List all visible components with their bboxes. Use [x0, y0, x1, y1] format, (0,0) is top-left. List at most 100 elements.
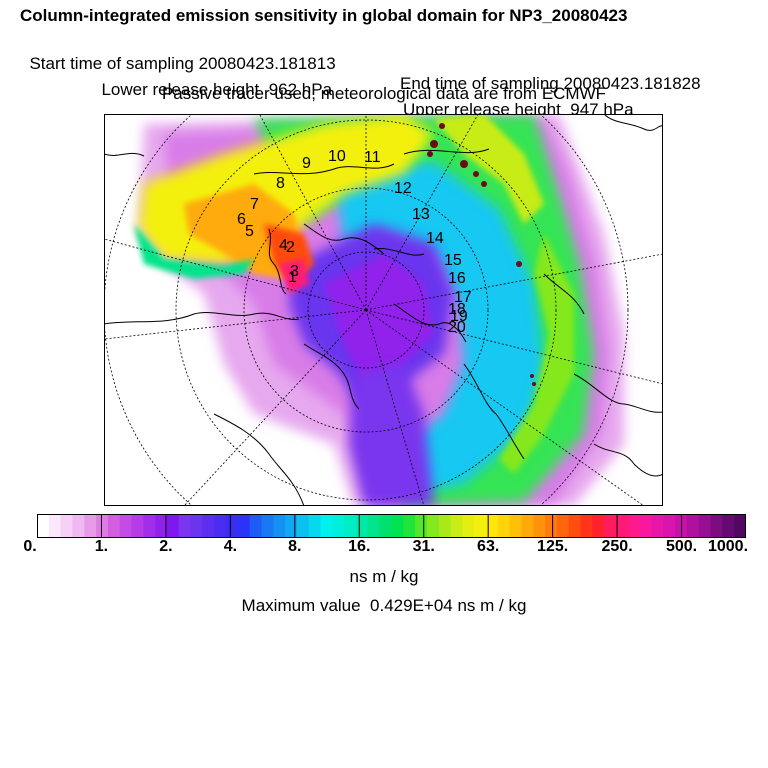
colorbar-swatch [344, 514, 357, 538]
units-label: ns m / kg [349, 567, 419, 586]
trajectory-day-labels: 1 2 3 4 5 6 7 8 9 10 11 12 13 14 15 16 1… [237, 148, 472, 336]
colorbar-swatch [72, 514, 85, 538]
colorbar-swatch [556, 514, 570, 538]
colorbar-tick-label: 2. [159, 538, 173, 555]
colorbar-swatch [462, 514, 475, 538]
colorbar-swatch [521, 514, 534, 538]
day-label: 15 [444, 252, 462, 269]
emission-sensitivity-map: 1 2 3 4 5 6 7 8 9 10 11 12 13 14 15 16 1… [104, 114, 663, 506]
colorbar-swatch [190, 514, 204, 538]
colorbar-swatch [166, 514, 180, 538]
colorbar-swatch [332, 514, 345, 538]
colorbar [37, 514, 746, 538]
colorbar-swatch [226, 514, 239, 538]
colorbar-swatch [533, 514, 546, 538]
colorbar-swatch [96, 514, 109, 538]
day-label: 6 [237, 211, 246, 228]
day-label: 8 [276, 175, 285, 192]
colorbar-swatch [509, 514, 523, 538]
colorbar-swatch [438, 514, 452, 538]
colorbar-swatch [722, 514, 735, 538]
colorbar-tick-label: 1000. [707, 538, 749, 555]
day-label: 13 [412, 206, 430, 223]
colorbar-swatch [119, 514, 133, 538]
day-label: 20 [448, 319, 466, 336]
colorbar-swatch [237, 514, 251, 538]
colorbar-swatch [249, 514, 263, 538]
day-label: 17 [454, 289, 472, 306]
colorbar-swatch [214, 514, 227, 538]
colorbar-swatch [403, 514, 416, 538]
colorbar-swatch [580, 514, 593, 538]
release-lower: Lower release height 962 hPa [101, 80, 333, 99]
day-label: 9 [302, 155, 311, 172]
colorbar-frame [37, 514, 746, 538]
day-label: 2 [286, 239, 295, 256]
colorbar-swatch [356, 514, 369, 538]
colorbar-tick-label: 125. [537, 538, 569, 555]
colorbar-swatch [391, 514, 404, 538]
colorbar-swatch [497, 514, 511, 538]
colorbar-swatch [308, 514, 322, 538]
colorbar-swatch [592, 514, 605, 538]
day-label: 1 [288, 269, 297, 286]
sensitivity-field [134, 114, 624, 506]
graticule [104, 114, 663, 506]
colorbar-swatch [261, 514, 274, 538]
colorbar-swatch [202, 514, 215, 538]
colorbar-swatch [143, 514, 156, 538]
colorbar-swatch [734, 514, 746, 538]
colorbar-swatch [710, 514, 723, 538]
colorbar-tick-label: 500. [665, 538, 698, 555]
colorbar-swatch [273, 514, 286, 538]
sampling-end: End time of sampling 20080423.181828 [400, 74, 701, 93]
colorbar-tick-label: 8. [288, 538, 302, 555]
sampling-start: Start time of sampling 20080423.181813 [29, 54, 336, 73]
colorbar-swatch [450, 514, 463, 538]
colorbar-swatch [415, 514, 428, 538]
day-label: 14 [426, 230, 444, 247]
day-label: 10 [328, 148, 346, 165]
colorbar-swatch [296, 514, 310, 538]
colorbar-tick-label: 1. [94, 538, 109, 555]
colorbar-swatch [84, 514, 97, 538]
colorbar-tick-label: 4. [223, 538, 238, 555]
day-label: 18 [448, 301, 466, 318]
colorbar-swatch [486, 514, 499, 538]
day-label: 16 [448, 270, 466, 287]
colorbar-swatch [320, 514, 334, 538]
colorbar-swatch [37, 514, 50, 538]
colorbar-tick-label: 31. [412, 538, 435, 555]
colorbar-swatch [379, 514, 393, 538]
day-label: 4 [279, 237, 288, 254]
colorbar-swatch [616, 514, 629, 538]
tracer-note: Passive tracer used, meteorological data… [161, 84, 607, 103]
colorbar-swatch [426, 514, 440, 538]
day-label: 7 [250, 196, 259, 213]
day-label: 3 [290, 263, 299, 280]
colorbar-swatch [545, 514, 558, 538]
colorbar-swatch [568, 514, 582, 538]
high-value-spots [427, 123, 536, 386]
colorbar-swatch [663, 514, 676, 538]
colorbar-swatch [474, 514, 487, 538]
colorbar-swatch [698, 514, 712, 538]
colorbar-swatch [178, 514, 192, 538]
colorbar-swatch [131, 514, 144, 538]
colorbar-swatch [627, 514, 641, 538]
map-title: Column-integrated emission sensitivity i… [20, 6, 628, 25]
colorbar-swatch [367, 514, 381, 538]
coastlines [104, 114, 663, 506]
colorbar-swatch [651, 514, 664, 538]
sampling-times: Start time of sampling 20080423.181813 E… [20, 34, 768, 94]
colorbar-tick-label: 63. [477, 538, 500, 555]
day-label: 11 [364, 149, 381, 166]
colorbar-tick-label: 16. [348, 538, 371, 555]
day-label: 12 [394, 180, 412, 197]
maximum-value: Maximum value 0.429E+04 ns m / kg [241, 596, 527, 615]
day-label: 5 [245, 223, 254, 240]
day-label: 19 [450, 308, 468, 325]
colorbar-swatch [155, 514, 168, 538]
colorbar-swatch [686, 514, 700, 538]
colorbar-tick-label: 0. [23, 538, 37, 555]
